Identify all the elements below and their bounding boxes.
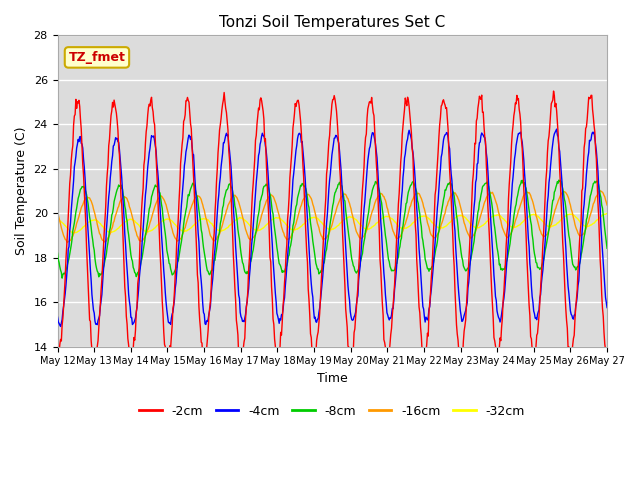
Text: TZ_fmet: TZ_fmet [68,51,125,64]
X-axis label: Time: Time [317,372,348,385]
Legend: -2cm, -4cm, -8cm, -16cm, -32cm: -2cm, -4cm, -8cm, -16cm, -32cm [134,400,530,423]
Y-axis label: Soil Temperature (C): Soil Temperature (C) [15,127,28,255]
Title: Tonzi Soil Temperatures Set C: Tonzi Soil Temperatures Set C [219,15,445,30]
